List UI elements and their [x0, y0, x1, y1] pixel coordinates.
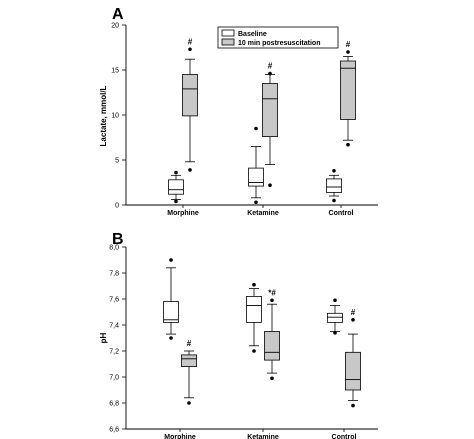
iqr-box [264, 331, 280, 361]
x-tick-label-ketamine: Ketamine [247, 210, 279, 217]
significance-marker: # [346, 40, 351, 49]
outlier-point [254, 126, 258, 131]
outlier-point [169, 336, 173, 340]
legend-frame [217, 26, 339, 49]
outlier-point [346, 50, 350, 54]
box-baseline-ketamine [248, 126, 264, 205]
y-tick-label: 5 [115, 158, 119, 165]
panel-a: A 0 5 10 15 20 Lactate, mmol/L Morphine Ketamin… [99, 6, 378, 217]
x-tick-label-morphine: Morphine [164, 434, 196, 439]
iqr-box [246, 295, 262, 323]
iqr-box [181, 354, 197, 367]
significance-marker: # [351, 308, 356, 317]
panel-b: B 6,6 6,8 7,0 7,2 7,4 7,6 7,8 8,0 pH Morphine Keta… [99, 231, 378, 439]
significance-marker: # [187, 339, 192, 348]
y-tick-label: 0 [115, 203, 119, 210]
y-tick-label: 7,8 [109, 271, 119, 278]
iqr-box [340, 60, 356, 120]
y-tick-label: 7,0 [109, 375, 119, 382]
outlier-point [346, 142, 350, 147]
outlier-point [187, 401, 191, 405]
y-tick-label: 8,0 [109, 245, 119, 252]
outlier-point [332, 169, 336, 173]
outlier-point [333, 298, 337, 303]
box-postresuscitation-control: # [345, 308, 361, 408]
outlier-point [169, 258, 173, 262]
panel-a-boxes: # # # [168, 37, 356, 205]
box-baseline-morphine [163, 258, 179, 340]
panel-b-label: B [112, 231, 124, 248]
y-tick-label: 20 [111, 23, 119, 30]
iqr-box [182, 74, 198, 117]
y-tick-label: 6,6 [109, 427, 119, 434]
x-tick-label-control: Control [332, 434, 357, 439]
outlier-point [351, 318, 355, 322]
outlier-point [188, 47, 192, 52]
outlier-point [188, 168, 192, 172]
legend-swatch-baseline [221, 29, 235, 37]
significance-marker: # [268, 62, 273, 71]
outlier-point [252, 282, 256, 287]
box-postresuscitation-morphine: # [181, 339, 197, 405]
y-tick-label: 6,8 [109, 401, 119, 408]
box-postresuscitation-ketamine: # [262, 62, 278, 187]
x-tick-label-control: Control [329, 210, 354, 217]
outlier-point [174, 199, 178, 204]
y-tick-label: 7,4 [109, 323, 119, 330]
outlier-point [351, 403, 355, 408]
panel-a-label: A [112, 6, 124, 23]
outlier-point [268, 183, 272, 187]
y-axis-label: Lactate, mmol/L [99, 85, 108, 146]
box-baseline-morphine [168, 170, 184, 204]
significance-marker: # [188, 37, 193, 46]
iqr-box [248, 167, 264, 187]
iqr-box [168, 179, 184, 195]
outlier-point [332, 198, 336, 203]
legend-label-baseline: Baseline [238, 31, 267, 38]
outlier-point [270, 376, 274, 381]
outlier-point [333, 331, 337, 335]
legend-label-postresuscitation: 10 min postresuscitation [238, 40, 320, 47]
outlier-point [268, 71, 272, 76]
iqr-box [163, 301, 179, 323]
panel-b-axes: 6,6 6,8 7,0 7,2 7,4 7,6 7,8 8,0 pH Morphine Ketami… [99, 245, 378, 439]
iqr-box [326, 178, 342, 193]
panel-a-axes: 0 5 10 15 20 Lactate, mmol/L Morphine Ketamine C… [99, 23, 378, 217]
legend-swatch-postresuscitation [221, 38, 235, 46]
x-tick-label-morphine: Morphine [167, 210, 199, 217]
box-baseline-ketamine [246, 282, 262, 353]
iqr-box [327, 312, 343, 323]
x-tick-label-ketamine: Ketamine [247, 434, 279, 439]
box-postresuscitation-morphine: # [182, 37, 198, 172]
y-axis-label: pH [99, 332, 108, 343]
outlier-point [254, 200, 258, 205]
outlier-point [252, 349, 256, 353]
outlier-point [270, 298, 274, 303]
iqr-box [262, 83, 278, 137]
outlier-point [174, 170, 178, 175]
y-tick-label: 7,6 [109, 297, 119, 304]
box-postresuscitation-control: # [340, 40, 356, 147]
panel-b-boxes: # *# # [163, 258, 361, 408]
box-baseline-control [326, 169, 342, 203]
legend: Baseline 10 min postresuscitation [217, 26, 339, 49]
significance-marker: *# [268, 288, 276, 297]
y-tick-label: 15 [111, 68, 119, 75]
y-tick-label: 10 [111, 113, 119, 120]
y-tick-label: 7,2 [109, 349, 119, 356]
box-baseline-control [327, 298, 343, 335]
box-postresuscitation-ketamine: *# [264, 288, 280, 381]
iqr-box [345, 351, 361, 391]
